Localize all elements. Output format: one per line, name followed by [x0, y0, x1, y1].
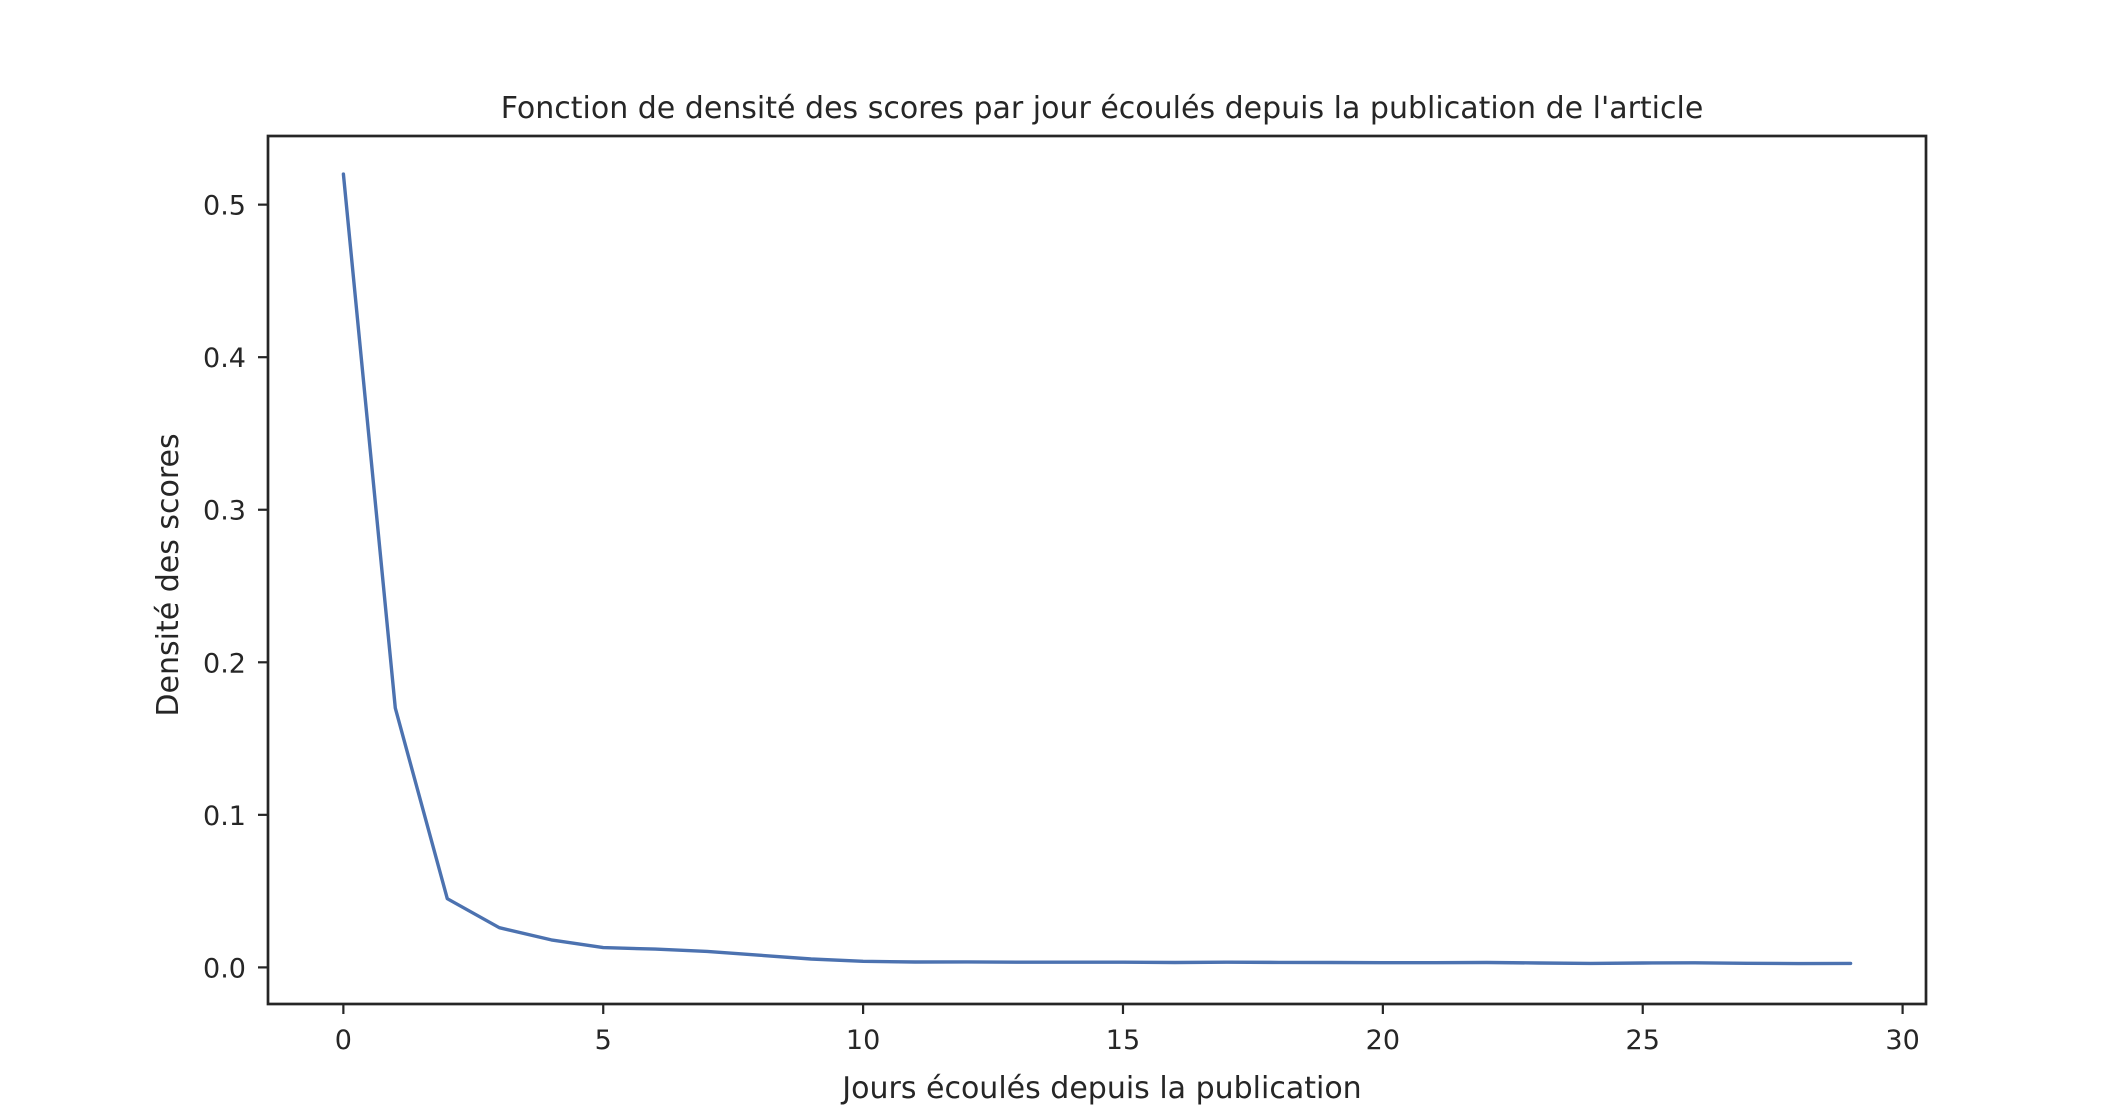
y-tick-label: 0.5: [203, 191, 246, 222]
y-tick-label: 0.0: [203, 953, 246, 984]
x-tick-label: 0: [335, 1025, 352, 1056]
y-axis: 0.0 0.1 0.2 0.3 0.4 0.5: [203, 191, 268, 984]
x-tick-label: 30: [1885, 1025, 1919, 1056]
x-tick-label: 5: [595, 1025, 612, 1056]
plot-series: [341, 172, 1853, 966]
x-tick-label: 20: [1366, 1025, 1400, 1056]
y-axis-label: Densité des scores: [151, 433, 186, 716]
y-tick-label: 0.2: [203, 648, 246, 679]
y-tick-label: 0.1: [203, 801, 246, 832]
series-line: [341, 172, 1853, 966]
y-tick-label: 0.3: [203, 496, 246, 527]
x-tick-label: 25: [1626, 1025, 1660, 1056]
x-tick-label: 10: [846, 1025, 880, 1056]
plot-frame: [266, 134, 1928, 1006]
chart-title: Fonction de densité des scores par jour …: [501, 91, 1704, 126]
x-axis-label: Jours écoulés depuis la publication: [840, 1071, 1361, 1106]
x-tick-label: 15: [1106, 1025, 1140, 1056]
x-axis: 0 5 10 15 20 25 30: [335, 1004, 1920, 1056]
y-tick-label: 0.4: [203, 343, 246, 374]
